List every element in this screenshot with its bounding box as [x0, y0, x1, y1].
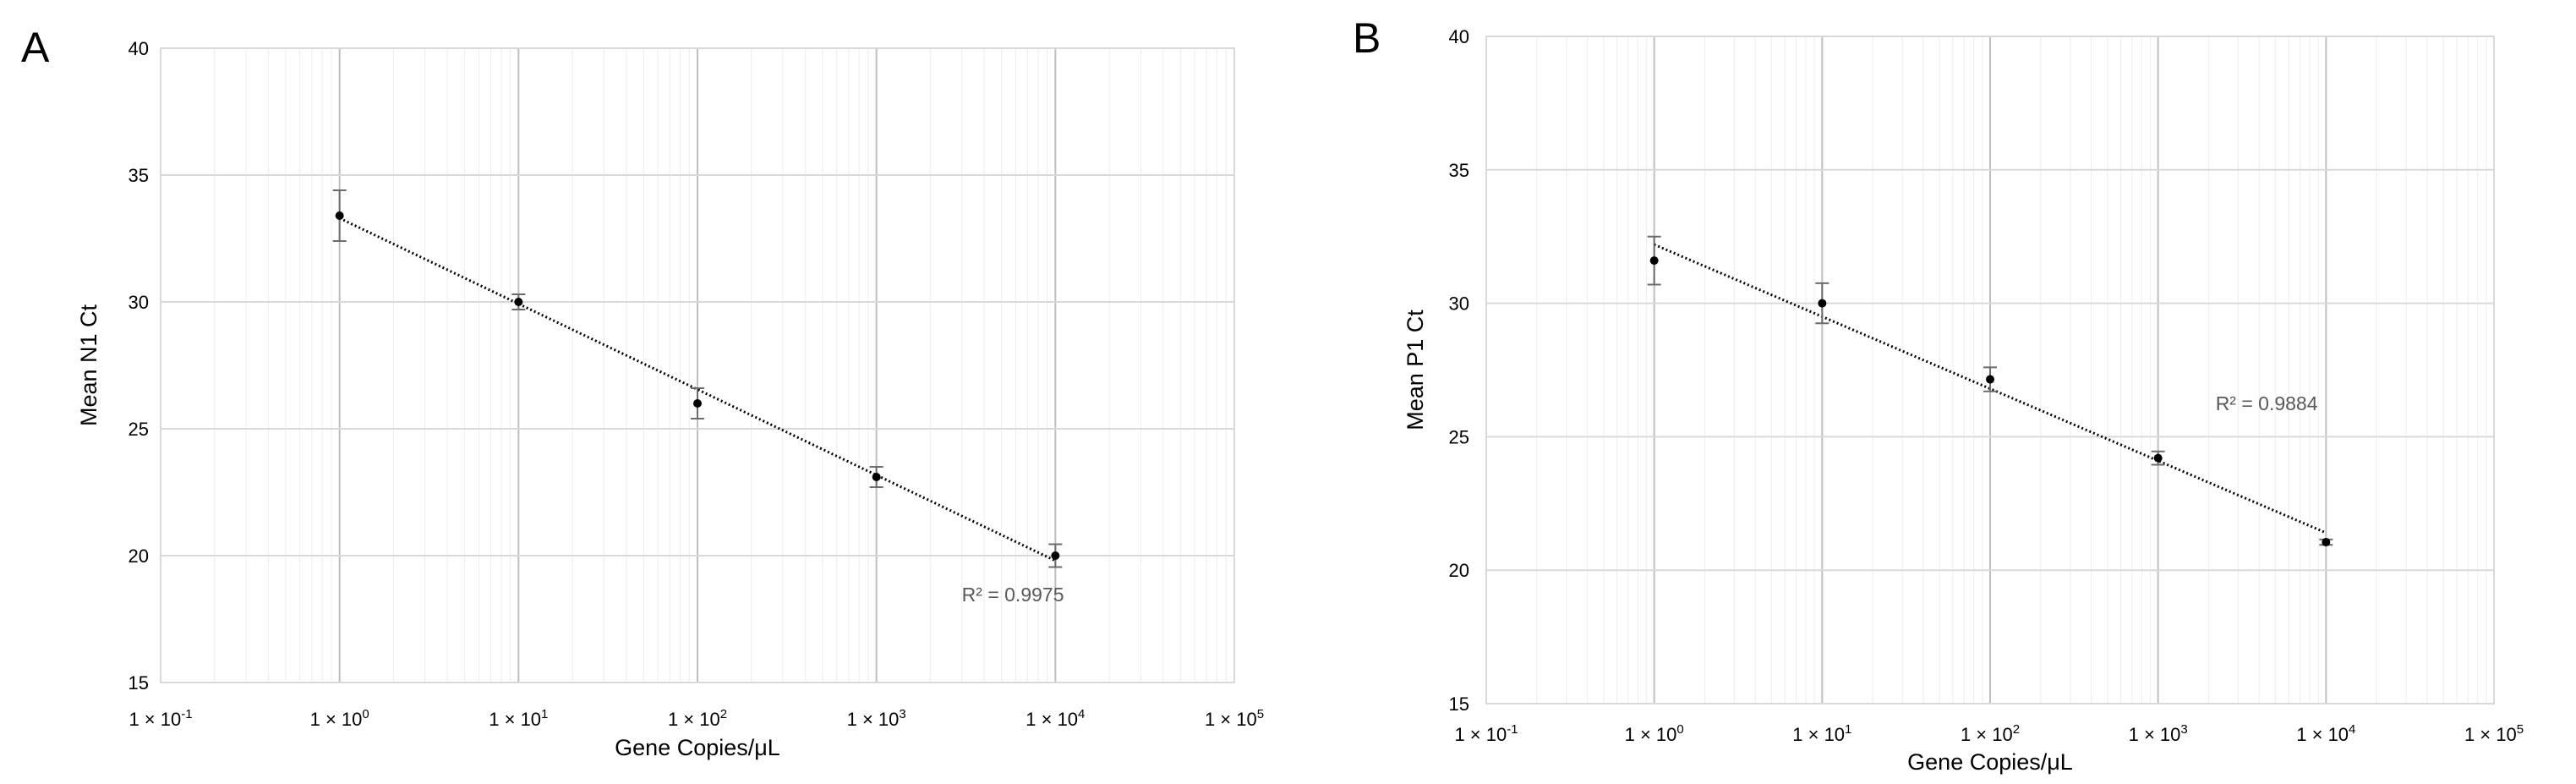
- data-point: [335, 211, 344, 220]
- x-tick-label: 1 × 105: [1205, 707, 1264, 730]
- x-tick-exponent: -1: [1507, 722, 1518, 737]
- x-tick-base: 1 × 10: [668, 709, 720, 730]
- r-squared-label: R² = 0.9884: [2216, 392, 2318, 414]
- x-tick-label: 1 × 100: [1625, 722, 1684, 745]
- data-point: [872, 473, 881, 481]
- data-point: [1649, 256, 1659, 266]
- x-tick-exponent: -1: [181, 707, 192, 721]
- r-squared-label: R² = 0.9975: [962, 584, 1064, 606]
- y-tick-label: 30: [1449, 293, 1469, 315]
- x-tick-label: 1 × 104: [2296, 722, 2355, 745]
- x-tick-base: 1 × 10: [847, 709, 900, 730]
- x-tick-base: 1 × 10: [1961, 724, 2013, 745]
- data-point: [2153, 453, 2163, 463]
- data-point: [1051, 551, 1060, 560]
- x-tick-label: 1 × 101: [489, 707, 548, 730]
- x-tick-base: 1 × 10: [129, 709, 181, 730]
- x-tick-label: 1 × 102: [1961, 722, 2020, 745]
- x-tick-exponent: 2: [720, 707, 727, 721]
- y-tick-label: 15: [1449, 694, 1469, 715]
- x-tick-base: 1 × 10: [310, 709, 363, 730]
- data-point: [514, 298, 523, 306]
- x-tick-exponent: 4: [1078, 707, 1085, 721]
- x-tick-label: 1 × 101: [1792, 722, 1851, 745]
- y-tick-label: 25: [129, 419, 149, 440]
- x-tick-base: 1 × 10: [2129, 724, 2181, 745]
- x-tick-exponent: 2: [2013, 722, 2020, 737]
- x-tick-label: 1 × 103: [847, 707, 906, 730]
- panel-letter: B: [1353, 14, 1381, 62]
- plot-frame: [160, 47, 1235, 683]
- y-axis-title: Mean N1 Ct: [76, 304, 101, 426]
- x-tick-exponent: 5: [1257, 707, 1264, 721]
- x-tick-label: 1 × 10-1: [129, 707, 192, 730]
- y-tick-label: 25: [1449, 426, 1469, 447]
- x-tick-label: 1 × 100: [310, 707, 369, 730]
- x-tick-base: 1 × 10: [489, 709, 541, 730]
- data-point: [2322, 538, 2331, 547]
- data-point: [1818, 299, 1827, 308]
- y-tick-label: 20: [129, 546, 149, 567]
- plot-frame: [1485, 36, 2495, 705]
- y-tick-label: 30: [129, 292, 149, 313]
- data-point: [1986, 375, 1994, 384]
- x-tick-label: 1 × 10-1: [1454, 722, 1518, 745]
- x-tick-label: 1 × 105: [2464, 722, 2524, 745]
- x-tick-base: 1 × 10: [1625, 724, 1677, 745]
- x-tick-label: 1 × 104: [1025, 707, 1085, 730]
- x-axis-title: Gene Copies/μL: [615, 735, 780, 760]
- x-tick-exponent: 1: [1845, 722, 1851, 737]
- trendline: [1654, 243, 2327, 535]
- y-axis-title: Mean P1 Ct: [1403, 310, 1428, 430]
- x-tick-exponent: 1: [541, 707, 548, 721]
- data-point: [693, 399, 702, 408]
- x-tick-exponent: 3: [2180, 722, 2187, 737]
- trendline: [339, 217, 1056, 562]
- y-tick-label: 20: [1449, 560, 1469, 581]
- x-tick-label: 1 × 102: [668, 707, 727, 730]
- x-axis-title: Gene Copies/μL: [1907, 749, 2073, 775]
- x-tick-base: 1 × 10: [2464, 724, 2517, 745]
- x-tick-exponent: 0: [362, 707, 369, 721]
- x-tick-label: 1 × 103: [2129, 722, 2188, 745]
- x-tick-base: 1 × 10: [1792, 724, 1845, 745]
- x-tick-exponent: 5: [2517, 722, 2524, 737]
- x-tick-exponent: 0: [1676, 722, 1683, 737]
- x-tick-base: 1 × 10: [1025, 709, 1078, 730]
- y-tick-label: 40: [129, 38, 149, 59]
- x-tick-base: 1 × 10: [1205, 709, 1257, 730]
- x-tick-base: 1 × 10: [1454, 724, 1507, 745]
- y-tick-label: 35: [129, 165, 149, 186]
- y-tick-label: 40: [1449, 26, 1469, 47]
- x-tick-base: 1 × 10: [2296, 724, 2349, 745]
- x-tick-exponent: 3: [899, 707, 905, 721]
- panel-letter: A: [21, 24, 50, 71]
- y-tick-label: 15: [129, 672, 149, 694]
- x-tick-exponent: 4: [2349, 722, 2355, 737]
- y-tick-label: 35: [1449, 160, 1469, 181]
